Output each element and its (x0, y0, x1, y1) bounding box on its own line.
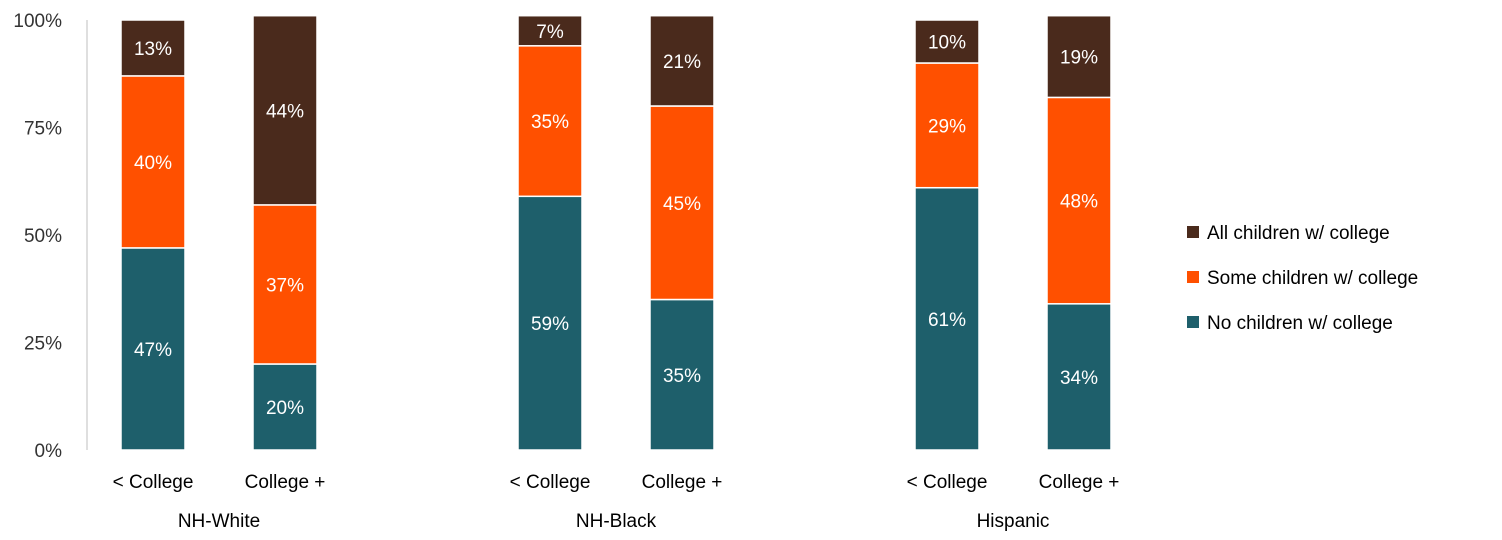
data-label: 37% (266, 275, 304, 296)
bar-segment (914, 62, 980, 189)
bar-segment (120, 247, 186, 451)
bar-segment (517, 14, 583, 47)
x-category-label: College + (642, 472, 723, 493)
data-label: 34% (1060, 368, 1098, 389)
legend-swatch (1187, 226, 1199, 238)
bar-segment (914, 19, 980, 64)
legend-label: No children w/ college (1207, 313, 1393, 334)
x-group-label: NH-White (178, 511, 260, 532)
data-label: 48% (1060, 192, 1098, 213)
data-label: 59% (531, 314, 569, 335)
bar-segment (649, 298, 715, 451)
y-tick-label: 0% (35, 441, 63, 462)
bar-segment (120, 75, 186, 249)
bar-segment (914, 186, 980, 451)
legend-label: Some children w/ college (1207, 268, 1418, 289)
x-category-label: College + (1039, 472, 1120, 493)
x-group-label: NH-Black (576, 511, 657, 532)
y-tick-label: 50% (24, 226, 62, 247)
bar-segment (649, 14, 715, 107)
bar-segment (1046, 96, 1112, 305)
data-label: 7% (536, 22, 564, 43)
bar-segment (517, 195, 583, 451)
data-label: 45% (663, 194, 701, 215)
bar-segment (517, 45, 583, 198)
y-tick-label: 100% (13, 11, 62, 32)
x-category-label: < College (510, 472, 591, 493)
bar-segment (649, 105, 715, 301)
data-label: 40% (134, 153, 172, 174)
data-label: 20% (266, 398, 304, 419)
data-label: 44% (266, 101, 304, 122)
bar-segment (1046, 303, 1112, 451)
data-label: 19% (1060, 48, 1098, 69)
bar-segment (120, 19, 186, 77)
legend-swatch (1187, 316, 1199, 328)
x-category-label: < College (113, 472, 194, 493)
y-tick-label: 75% (24, 119, 62, 140)
bar-segment (252, 14, 318, 206)
bar-segment (252, 204, 318, 365)
y-tick-label: 25% (24, 334, 62, 355)
data-label: 47% (134, 340, 172, 361)
data-label: 35% (531, 112, 569, 133)
legend-swatch (1187, 271, 1199, 283)
x-group-label: Hispanic (977, 511, 1050, 532)
data-label: 21% (663, 52, 701, 73)
bar-segment (1046, 14, 1112, 99)
data-label: 10% (928, 33, 966, 54)
x-category-label: College + (245, 472, 326, 493)
legend-label: All children w/ college (1207, 223, 1390, 244)
data-label: 61% (928, 310, 966, 331)
data-label: 13% (134, 39, 172, 60)
x-category-label: < College (907, 472, 988, 493)
data-label: 35% (663, 366, 701, 387)
data-label: 29% (928, 116, 966, 137)
bar-segment (252, 363, 318, 451)
